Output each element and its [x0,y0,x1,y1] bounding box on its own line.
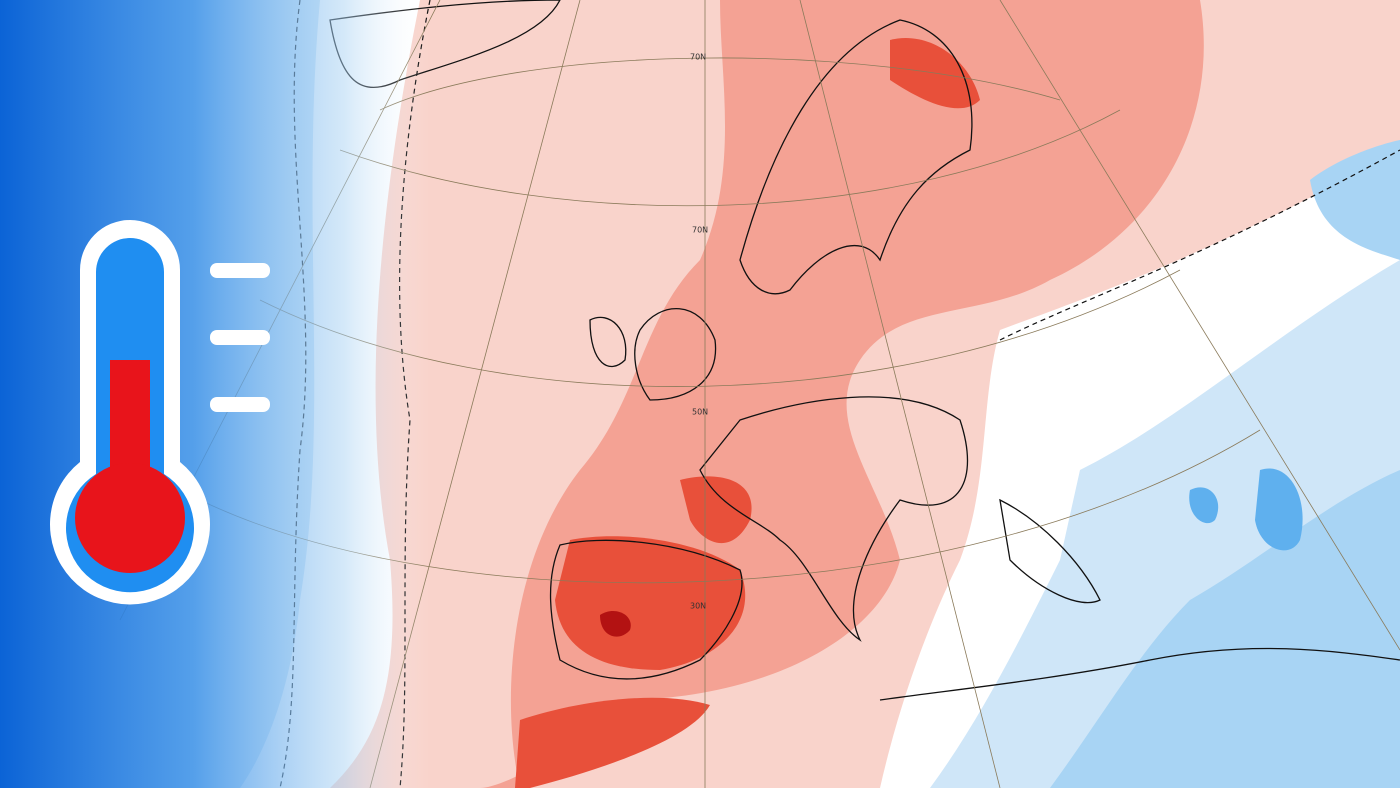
coastline [879,647,1400,701]
latitude-label: 70N [690,53,706,62]
scale-mark [210,263,270,278]
cold-spot [1255,468,1303,551]
contour [999,149,1400,341]
latitude-line [379,57,1061,111]
extreme-spot [600,610,631,637]
scale-mark [210,330,270,345]
coastline [699,396,968,642]
coastline [589,316,627,368]
latitude-label: 30N [690,602,706,611]
cool-zone [1310,140,1400,260]
hot-zone [555,536,746,670]
thermometer-icon [50,220,270,605]
latitude-label: 70N [692,226,708,235]
latitude-label: 50N [692,408,708,417]
longitude-line [999,0,1400,651]
cool-zone [1050,470,1400,788]
overlay-gradient [0,0,430,788]
thermometer-bulb [75,463,185,573]
hot-zone [515,697,710,788]
longitude-line [799,0,1001,788]
scale-mark [210,397,270,412]
hot-zone [680,476,752,544]
latitude-line [339,109,1121,207]
coastline [549,539,743,680]
coastline [999,498,1101,604]
cold-spot [1189,487,1219,524]
coastline [739,19,973,295]
